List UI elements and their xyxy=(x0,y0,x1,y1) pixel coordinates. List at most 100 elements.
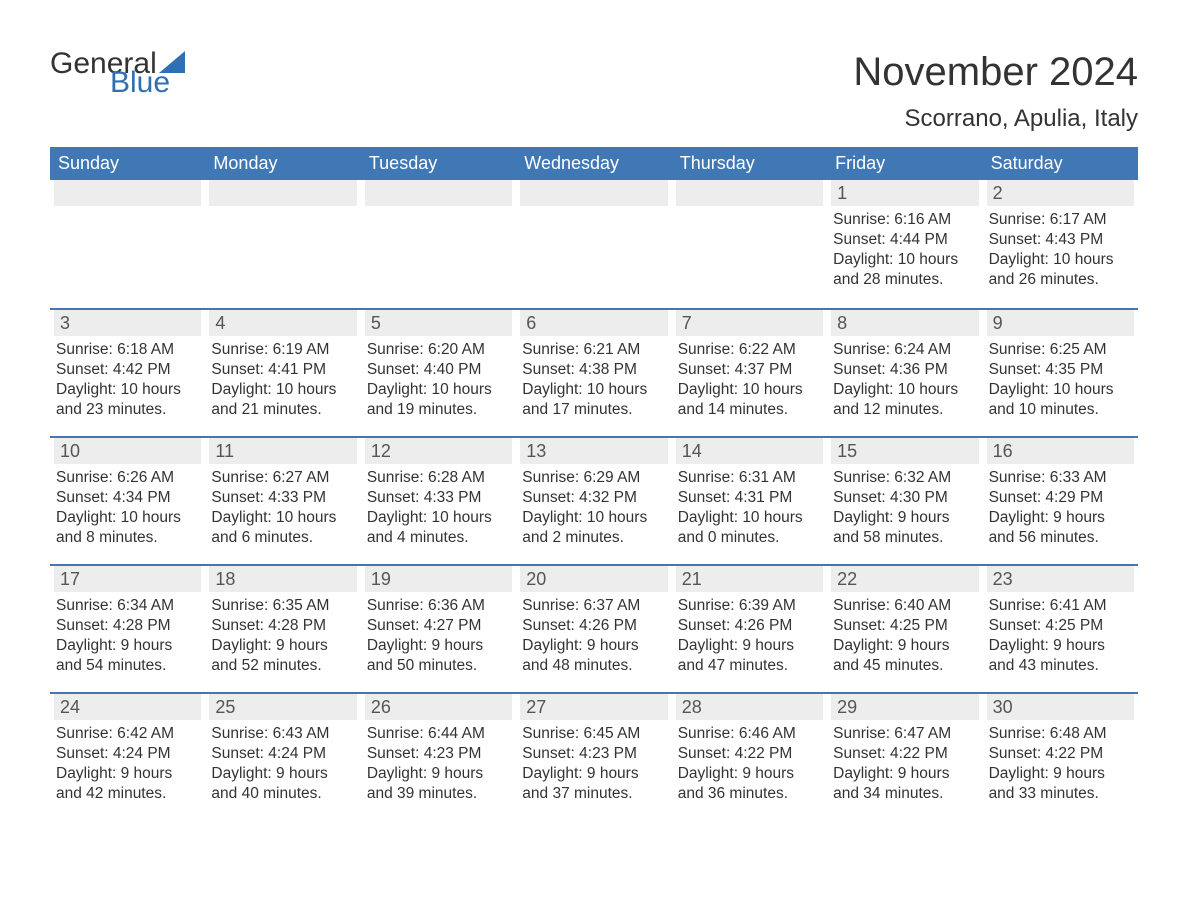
day-body: Sunrise: 6:36 AMSunset: 4:27 PMDaylight:… xyxy=(365,592,512,677)
day-number: 7 xyxy=(676,310,823,336)
sunrise-text: Sunrise: 6:47 AM xyxy=(833,724,976,744)
day-number: 21 xyxy=(676,566,823,592)
daylight-text: Daylight: 10 hours xyxy=(367,380,510,400)
daylight-text: and 21 minutes. xyxy=(211,400,354,420)
day-cell: 14Sunrise: 6:31 AMSunset: 4:31 PMDayligh… xyxy=(672,438,827,564)
daylight-text: Daylight: 9 hours xyxy=(989,508,1132,528)
sunrise-text: Sunrise: 6:40 AM xyxy=(833,596,976,616)
daylight-text: and 58 minutes. xyxy=(833,528,976,548)
weekday-header: Friday xyxy=(827,147,982,180)
daylight-text: Daylight: 10 hours xyxy=(522,380,665,400)
day-number: 6 xyxy=(520,310,667,336)
daylight-text: and 10 minutes. xyxy=(989,400,1132,420)
day-cell: 1Sunrise: 6:16 AMSunset: 4:44 PMDaylight… xyxy=(827,180,982,308)
sunset-text: Sunset: 4:44 PM xyxy=(833,230,976,250)
day-body: Sunrise: 6:47 AMSunset: 4:22 PMDaylight:… xyxy=(831,720,978,805)
daylight-text: Daylight: 9 hours xyxy=(367,636,510,656)
day-body: Sunrise: 6:40 AMSunset: 4:25 PMDaylight:… xyxy=(831,592,978,677)
day-body: Sunrise: 6:18 AMSunset: 4:42 PMDaylight:… xyxy=(54,336,201,421)
sunrise-text: Sunrise: 6:32 AM xyxy=(833,468,976,488)
day-number: 17 xyxy=(54,566,201,592)
sunrise-text: Sunrise: 6:34 AM xyxy=(56,596,199,616)
day-body: Sunrise: 6:37 AMSunset: 4:26 PMDaylight:… xyxy=(520,592,667,677)
daylight-text: Daylight: 10 hours xyxy=(522,508,665,528)
sunrise-text: Sunrise: 6:31 AM xyxy=(678,468,821,488)
day-cell xyxy=(205,180,360,308)
sunset-text: Sunset: 4:42 PM xyxy=(56,360,199,380)
daylight-text: Daylight: 9 hours xyxy=(833,636,976,656)
empty-day-band xyxy=(209,180,356,206)
day-body: Sunrise: 6:39 AMSunset: 4:26 PMDaylight:… xyxy=(676,592,823,677)
day-cell: 24Sunrise: 6:42 AMSunset: 4:24 PMDayligh… xyxy=(50,694,205,820)
day-cell: 17Sunrise: 6:34 AMSunset: 4:28 PMDayligh… xyxy=(50,566,205,692)
daylight-text: Daylight: 10 hours xyxy=(56,380,199,400)
sunset-text: Sunset: 4:43 PM xyxy=(989,230,1132,250)
daylight-text: Daylight: 10 hours xyxy=(678,380,821,400)
sunset-text: Sunset: 4:40 PM xyxy=(367,360,510,380)
sunrise-text: Sunrise: 6:29 AM xyxy=(522,468,665,488)
daylight-text: Daylight: 9 hours xyxy=(367,764,510,784)
sunrise-text: Sunrise: 6:39 AM xyxy=(678,596,821,616)
day-number: 30 xyxy=(987,694,1134,720)
daylight-text: and 42 minutes. xyxy=(56,784,199,804)
daylight-text: Daylight: 9 hours xyxy=(989,636,1132,656)
daylight-text: and 19 minutes. xyxy=(367,400,510,420)
day-cell: 18Sunrise: 6:35 AMSunset: 4:28 PMDayligh… xyxy=(205,566,360,692)
day-body: Sunrise: 6:20 AMSunset: 4:40 PMDaylight:… xyxy=(365,336,512,421)
day-number: 5 xyxy=(365,310,512,336)
daylight-text: and 33 minutes. xyxy=(989,784,1132,804)
daylight-text: and 50 minutes. xyxy=(367,656,510,676)
day-number: 22 xyxy=(831,566,978,592)
weekday-header: Thursday xyxy=(672,147,827,180)
daylight-text: and 23 minutes. xyxy=(56,400,199,420)
day-cell: 4Sunrise: 6:19 AMSunset: 4:41 PMDaylight… xyxy=(205,310,360,436)
day-body: Sunrise: 6:42 AMSunset: 4:24 PMDaylight:… xyxy=(54,720,201,805)
day-body: Sunrise: 6:31 AMSunset: 4:31 PMDaylight:… xyxy=(676,464,823,549)
day-body: Sunrise: 6:34 AMSunset: 4:28 PMDaylight:… xyxy=(54,592,201,677)
day-body: Sunrise: 6:24 AMSunset: 4:36 PMDaylight:… xyxy=(831,336,978,421)
day-number: 10 xyxy=(54,438,201,464)
week-row: 1Sunrise: 6:16 AMSunset: 4:44 PMDaylight… xyxy=(50,180,1138,308)
daylight-text: and 28 minutes. xyxy=(833,270,976,290)
day-cell: 7Sunrise: 6:22 AMSunset: 4:37 PMDaylight… xyxy=(672,310,827,436)
day-body: Sunrise: 6:16 AMSunset: 4:44 PMDaylight:… xyxy=(831,206,978,291)
sunset-text: Sunset: 4:41 PM xyxy=(211,360,354,380)
day-cell xyxy=(361,180,516,308)
title-block: November 2024 Scorrano, Apulia, Italy xyxy=(853,50,1138,133)
sunset-text: Sunset: 4:30 PM xyxy=(833,488,976,508)
day-number: 1 xyxy=(831,180,978,206)
day-number: 4 xyxy=(209,310,356,336)
sunset-text: Sunset: 4:38 PM xyxy=(522,360,665,380)
day-number: 12 xyxy=(365,438,512,464)
day-body: Sunrise: 6:43 AMSunset: 4:24 PMDaylight:… xyxy=(209,720,356,805)
sunrise-text: Sunrise: 6:18 AM xyxy=(56,340,199,360)
sunset-text: Sunset: 4:29 PM xyxy=(989,488,1132,508)
month-title: November 2024 xyxy=(853,50,1138,95)
sunset-text: Sunset: 4:35 PM xyxy=(989,360,1132,380)
daylight-text: and 56 minutes. xyxy=(989,528,1132,548)
week-row: 17Sunrise: 6:34 AMSunset: 4:28 PMDayligh… xyxy=(50,564,1138,692)
day-number: 26 xyxy=(365,694,512,720)
day-number: 28 xyxy=(676,694,823,720)
sunset-text: Sunset: 4:24 PM xyxy=(56,744,199,764)
location-label: Scorrano, Apulia, Italy xyxy=(853,105,1138,133)
day-body: Sunrise: 6:44 AMSunset: 4:23 PMDaylight:… xyxy=(365,720,512,805)
sunrise-text: Sunrise: 6:27 AM xyxy=(211,468,354,488)
day-body: Sunrise: 6:25 AMSunset: 4:35 PMDaylight:… xyxy=(987,336,1134,421)
sunset-text: Sunset: 4:36 PM xyxy=(833,360,976,380)
daylight-text: Daylight: 10 hours xyxy=(56,508,199,528)
daylight-text: Daylight: 9 hours xyxy=(989,764,1132,784)
day-cell: 11Sunrise: 6:27 AMSunset: 4:33 PMDayligh… xyxy=(205,438,360,564)
day-number: 2 xyxy=(987,180,1134,206)
day-cell: 12Sunrise: 6:28 AMSunset: 4:33 PMDayligh… xyxy=(361,438,516,564)
daylight-text: Daylight: 9 hours xyxy=(833,508,976,528)
daylight-text: Daylight: 9 hours xyxy=(211,636,354,656)
daylight-text: and 8 minutes. xyxy=(56,528,199,548)
day-cell: 27Sunrise: 6:45 AMSunset: 4:23 PMDayligh… xyxy=(516,694,671,820)
sunset-text: Sunset: 4:22 PM xyxy=(833,744,976,764)
calendar: Sunday Monday Tuesday Wednesday Thursday… xyxy=(50,147,1138,820)
daylight-text: Daylight: 9 hours xyxy=(56,764,199,784)
day-cell: 5Sunrise: 6:20 AMSunset: 4:40 PMDaylight… xyxy=(361,310,516,436)
day-cell: 21Sunrise: 6:39 AMSunset: 4:26 PMDayligh… xyxy=(672,566,827,692)
day-body: Sunrise: 6:33 AMSunset: 4:29 PMDaylight:… xyxy=(987,464,1134,549)
